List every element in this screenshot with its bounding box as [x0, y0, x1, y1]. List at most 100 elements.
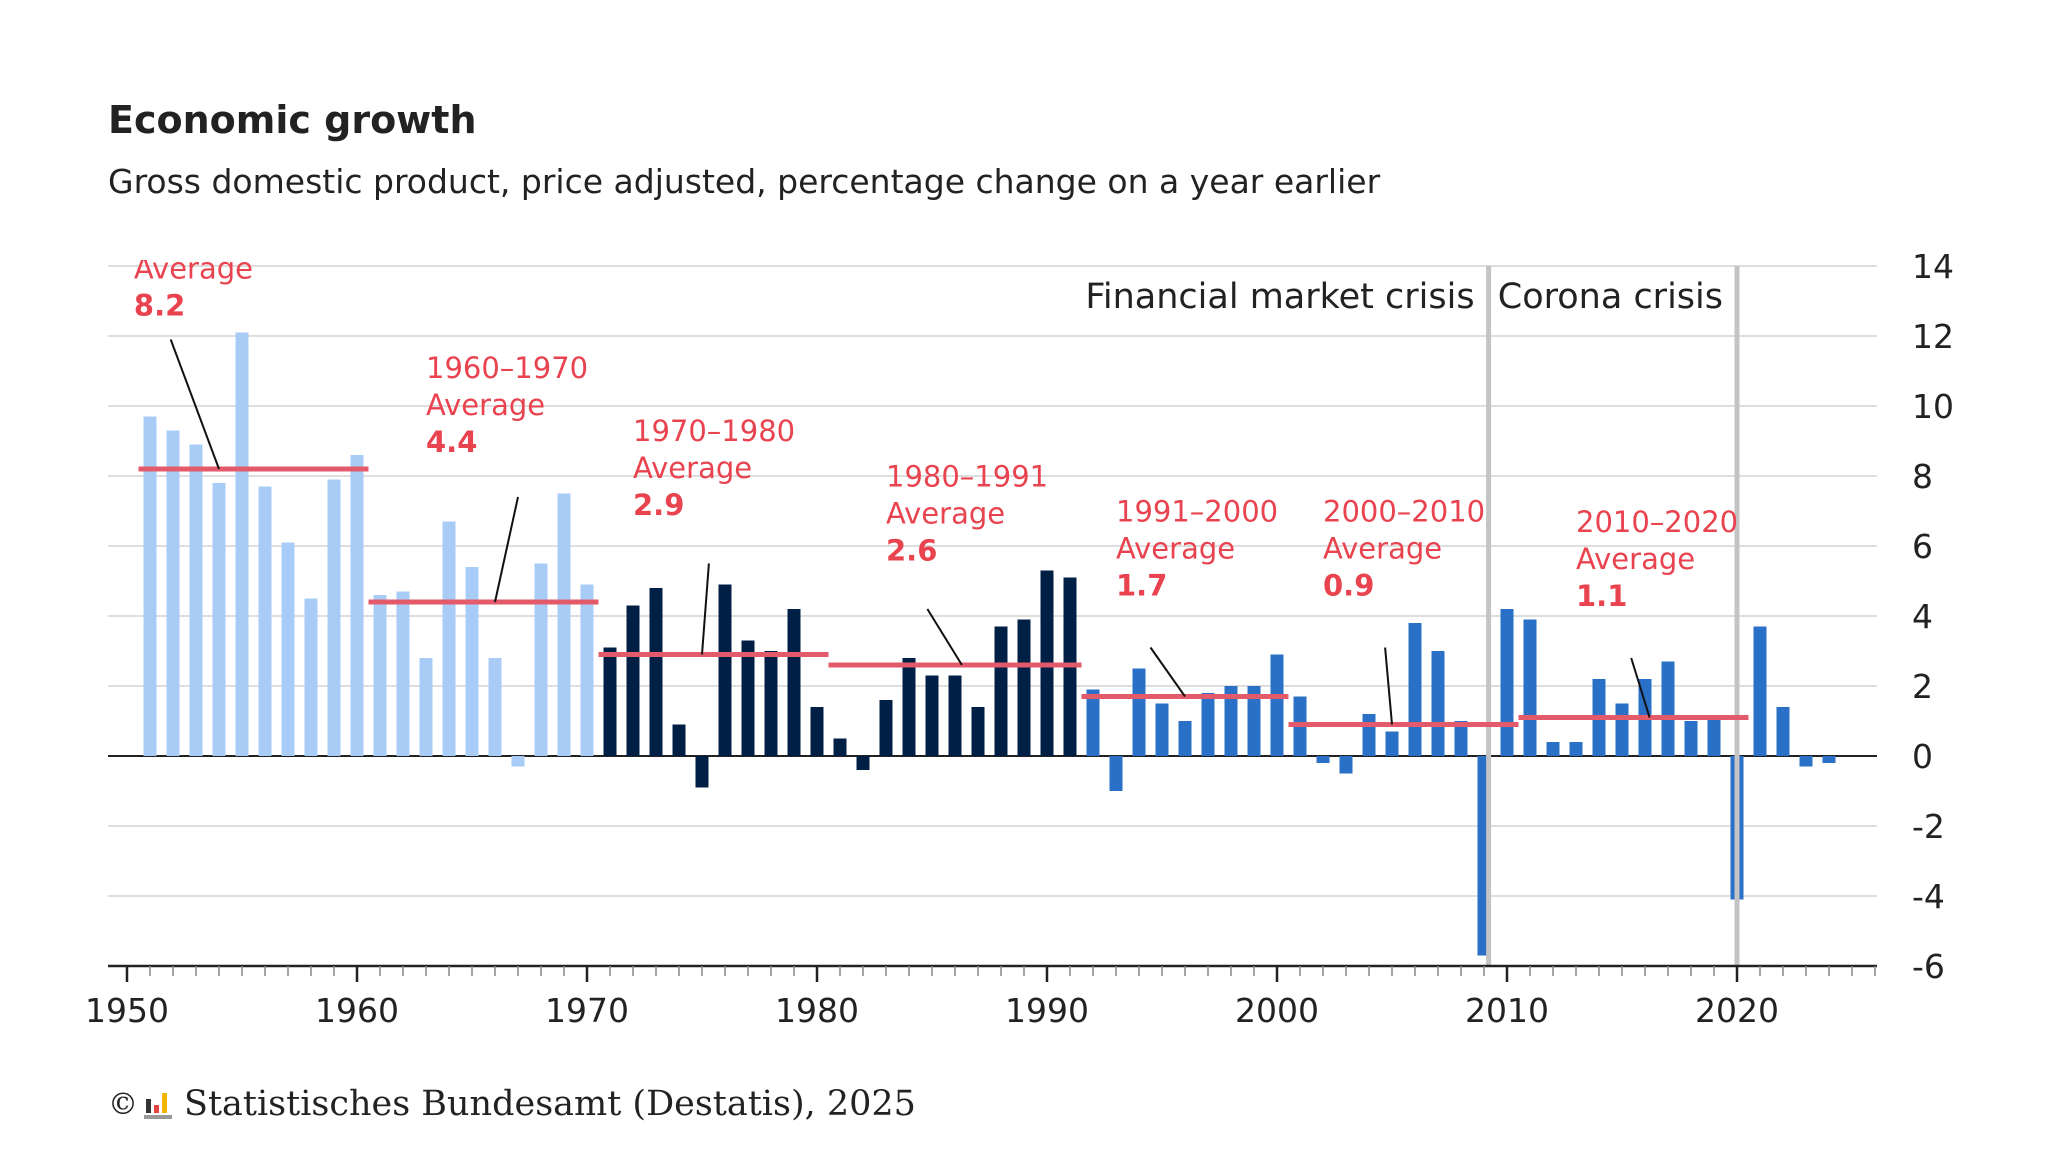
bar-1957	[281, 542, 295, 756]
bar-1971	[603, 647, 617, 756]
bar-2013	[1569, 742, 1583, 756]
title-area-mask	[100, 225, 1300, 260]
bar-1992	[1086, 689, 1100, 756]
source-footer: © Statistisches Bundesamt (Destatis), 20…	[108, 1084, 916, 1124]
x-tick-label-2020: 2020	[1695, 991, 1779, 1030]
bar-1983	[879, 700, 893, 756]
bar-series	[143, 332, 1836, 956]
bar-2011	[1523, 619, 1537, 756]
bar-2006	[1408, 623, 1422, 756]
bar-1965	[465, 567, 479, 756]
y-tick-label: -2	[1912, 807, 1945, 846]
y-tick-label: -6	[1912, 947, 1945, 986]
bar-1970	[580, 584, 594, 756]
x-tick-label-1990: 1990	[1005, 991, 1089, 1030]
y-tick-label: 4	[1912, 597, 1933, 636]
bar-2022	[1776, 707, 1790, 756]
bar-2017	[1661, 661, 1675, 756]
crisis-markers: Financial market crisis Corona crisis	[1085, 266, 1740, 966]
destatis-logo-icon	[144, 1089, 174, 1119]
chart-subtitle: Gross domestic product, price adjusted, …	[108, 162, 1381, 201]
average-word-4: Average	[1116, 532, 1235, 566]
x-tick-label-1970: 1970	[545, 991, 629, 1030]
average-period-1: 1960–1970	[426, 351, 588, 385]
average-period-6: 2010–2020	[1576, 505, 1738, 539]
y-tick-label: 2	[1912, 667, 1933, 706]
bar-1999	[1247, 686, 1261, 756]
average-word-6: Average	[1576, 542, 1695, 576]
crisis-label-1: Corona crisis	[1498, 277, 1723, 317]
average-word-1: Average	[426, 388, 545, 422]
bar-1962	[396, 591, 410, 756]
bar-1996	[1178, 721, 1192, 756]
average-value-0: 8.2	[134, 289, 185, 323]
bar-1968	[534, 563, 548, 756]
average-word-2: Average	[633, 451, 752, 485]
bar-1976	[718, 584, 732, 756]
y-axis: 14 12 10 8 6 4 2 0 -2 -4 -6	[1912, 247, 1954, 986]
bar-1959	[327, 479, 341, 756]
average-value-3: 2.6	[886, 534, 937, 568]
y-tick-label: 0	[1912, 737, 1933, 776]
average-value-4: 1.7	[1116, 569, 1167, 603]
bar-2007	[1431, 651, 1445, 756]
bar-2004	[1362, 714, 1376, 756]
bar-1952	[166, 430, 180, 756]
bar-1969	[557, 493, 571, 756]
bar-2023	[1799, 756, 1813, 767]
average-period-3: 1980–1991	[886, 460, 1048, 494]
bar-2003	[1339, 756, 1353, 774]
bar-2021	[1753, 626, 1767, 756]
bar-1963	[419, 658, 433, 756]
average-value-2: 2.9	[633, 488, 684, 522]
average-period-5: 2000–2010	[1323, 495, 1485, 529]
average-leader-line-6	[1630, 657, 1651, 718]
average-leader-line-4	[1149, 646, 1186, 698]
bar-1967	[511, 756, 525, 767]
average-value-5: 0.9	[1323, 569, 1374, 603]
y-tick-label: 14	[1912, 247, 1954, 286]
bar-1986	[948, 675, 962, 756]
bar-1966	[488, 658, 502, 756]
bar-1964	[442, 521, 456, 756]
bar-1956	[258, 486, 272, 756]
chart-title: Economic growth	[108, 98, 477, 142]
y-tick-label: -4	[1912, 877, 1945, 916]
bar-1980	[810, 707, 824, 756]
x-axis: 1950 1960 1970 1980 1990 2000 2010 2020	[85, 964, 1877, 1030]
bar-2010	[1500, 609, 1514, 756]
bar-1988	[994, 626, 1008, 756]
bar-1989	[1017, 619, 1031, 756]
bar-2018	[1684, 721, 1698, 756]
bar-1975	[695, 756, 709, 788]
crisis-label-0: Financial market crisis	[1085, 277, 1474, 317]
average-period-2: 1970–1980	[633, 414, 795, 448]
average-leader-line-1	[494, 496, 519, 603]
bar-1981	[833, 738, 847, 756]
bar-2024	[1822, 756, 1836, 763]
bar-2015	[1615, 703, 1629, 756]
bar-1993	[1109, 756, 1123, 791]
average-value-6: 1.1	[1576, 579, 1627, 613]
y-tick-label: 8	[1912, 457, 1933, 496]
average-word-5: Average	[1323, 532, 1442, 566]
x-tick-label-1950: 1950	[85, 991, 169, 1030]
average-value-1: 4.4	[426, 425, 477, 459]
bar-1953	[189, 444, 203, 756]
bar-2019	[1707, 717, 1721, 756]
bar-1951	[143, 416, 157, 756]
bar-1973	[649, 588, 663, 756]
x-tick-label-2010: 2010	[1465, 991, 1549, 1030]
bar-1961	[373, 595, 387, 756]
bar-1994	[1132, 668, 1146, 756]
bar-2012	[1546, 742, 1560, 756]
bar-1960	[350, 455, 364, 756]
y-tick-label: 10	[1912, 387, 1954, 426]
x-tick-label-1980: 1980	[775, 991, 859, 1030]
bar-1954	[212, 483, 226, 756]
bar-1972	[626, 605, 640, 756]
bar-2002	[1316, 756, 1330, 763]
bar-2008	[1454, 721, 1468, 756]
